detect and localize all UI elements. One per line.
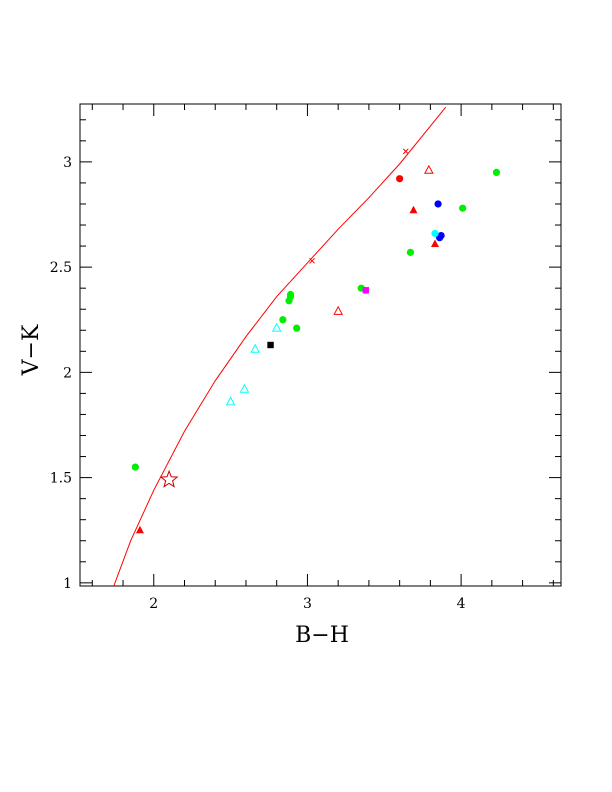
x-axis-label: B−H: [295, 623, 349, 648]
y-axis-label: V−K: [19, 324, 44, 376]
red-circle-point: [396, 175, 404, 183]
x-tick-label: 2: [149, 596, 158, 612]
green-circle-point: [459, 204, 467, 212]
curve-cross-marker: [309, 257, 315, 264]
y-tick-label: 3: [63, 155, 72, 171]
x-tick-label: 3: [303, 596, 312, 612]
plot-area: 2 3 4 1 1.5 2 2.5 3: [50, 103, 562, 612]
magenta-square-point: [362, 287, 370, 294]
cyan-open-triangle-point: [250, 343, 261, 353]
green-circle-point: [492, 168, 501, 177]
red-filled-triangle-point: [430, 239, 439, 247]
black-square-point: [267, 341, 274, 349]
green-circle-point: [293, 324, 301, 332]
green-circle-point: [279, 316, 287, 324]
red-filled-triangle-point: [135, 525, 144, 534]
x-tick-label: 4: [457, 596, 466, 612]
cyan-circle-point: [431, 229, 439, 238]
y-tick-label: 1: [63, 576, 72, 592]
green-circle-point: [131, 463, 139, 471]
cyan-open-triangle-point: [271, 322, 282, 332]
blue-circle-point: [437, 231, 445, 240]
red-open-triangle-point: [333, 305, 344, 315]
green-circle-point: [286, 290, 295, 299]
cyan-open-triangle-point: [239, 383, 250, 393]
green-circle-point: [406, 248, 414, 256]
plot-frame: [79, 103, 562, 587]
star-marker: [159, 469, 179, 488]
cyan-open-triangle-point: [225, 396, 236, 406]
model-curve-line: [113, 106, 447, 586]
y-tick-label: 1.5: [50, 471, 72, 487]
red-filled-triangle-point: [409, 205, 418, 214]
blue-circle-point: [434, 200, 442, 208]
y-tick-label: 2: [63, 365, 72, 381]
y-tick-label: 2.5: [50, 260, 72, 276]
curve-cross-marker: [402, 148, 409, 155]
red-open-triangle-point: [424, 164, 434, 174]
